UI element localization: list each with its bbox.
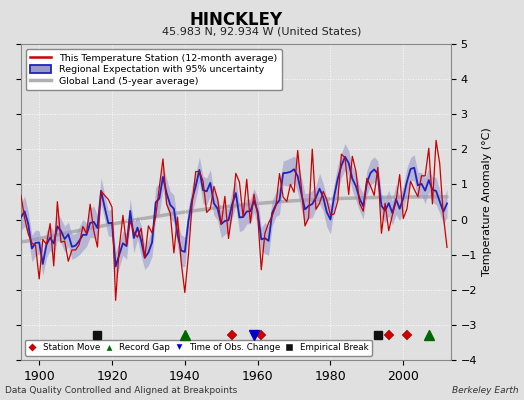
- Legend: Station Move, Record Gap, Time of Obs. Change, Empirical Break: Station Move, Record Gap, Time of Obs. C…: [25, 340, 372, 356]
- Text: Berkeley Earth: Berkeley Earth: [452, 386, 519, 395]
- Y-axis label: Temperature Anomaly (°C): Temperature Anomaly (°C): [483, 128, 493, 276]
- Text: 45.983 N, 92.934 W (United States): 45.983 N, 92.934 W (United States): [162, 26, 362, 36]
- Title: HINCKLEY: HINCKLEY: [189, 10, 282, 28]
- Text: Data Quality Controlled and Aligned at Breakpoints: Data Quality Controlled and Aligned at B…: [5, 386, 237, 395]
